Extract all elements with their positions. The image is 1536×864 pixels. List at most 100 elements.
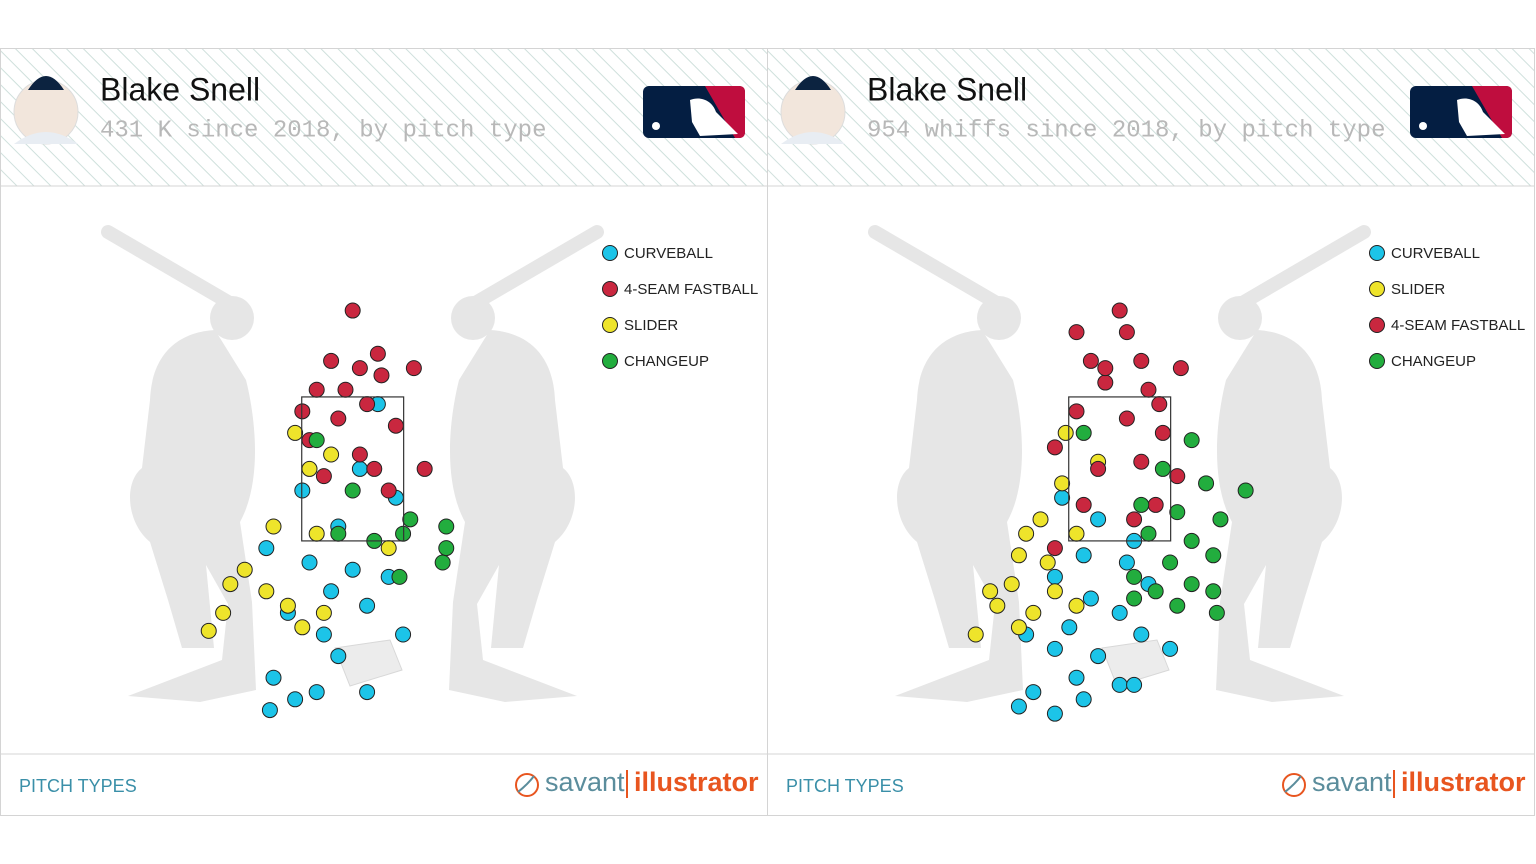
savant-icon-seam — [1284, 775, 1302, 793]
pitch-dot — [438, 540, 455, 557]
pitch-dot — [222, 576, 239, 593]
savant-icon — [515, 773, 539, 797]
pitch-dot — [1075, 424, 1092, 441]
pitch-dot — [1046, 439, 1063, 456]
batter-body — [1216, 330, 1344, 702]
player-name: Blake Snell — [100, 71, 260, 107]
pitch-dot — [1162, 640, 1179, 657]
pitch-dot — [308, 381, 325, 398]
pitch-dot — [215, 604, 232, 621]
legend-swatch — [1369, 353, 1385, 369]
pitch-dot — [1133, 352, 1150, 369]
pitch-dot — [344, 302, 361, 319]
pitch-dot — [1068, 324, 1085, 341]
batter-head — [1218, 296, 1262, 340]
strike-zone — [301, 396, 405, 542]
pitch-dot — [308, 684, 325, 701]
mlb-logo-ball — [652, 122, 660, 130]
pitch-dot — [1075, 547, 1092, 564]
cap — [28, 76, 64, 90]
pitch-dot — [1090, 511, 1107, 528]
pitch-dot — [1133, 496, 1150, 513]
pitch-dot — [1151, 396, 1168, 413]
mlb-logo-red — [705, 86, 745, 138]
pitch-dot — [1111, 676, 1128, 693]
pitch-dot — [1003, 576, 1020, 593]
pitch-dot — [344, 561, 361, 578]
pitch-dot — [1075, 691, 1092, 708]
pitch-dot — [1046, 583, 1063, 600]
pitch-dot — [405, 360, 422, 377]
batter-body — [895, 330, 1023, 702]
legend-swatch — [1369, 317, 1385, 333]
pitch-dot — [1061, 619, 1078, 636]
pitch-dot — [1118, 324, 1135, 341]
footer-label: PITCH TYPES — [19, 776, 137, 796]
pitch-dot — [323, 583, 340, 600]
pitch-dot — [1046, 705, 1063, 722]
pitch-dot — [287, 424, 304, 441]
bat — [470, 225, 604, 309]
legend-label: 4-SEAM FASTBALL — [1391, 317, 1525, 334]
pitch-dot — [315, 468, 332, 485]
pitch-dot — [1010, 619, 1027, 636]
mirror-batter — [449, 225, 604, 702]
panel: Blake Snell 954 whiffs since 2018, by pit… — [767, 48, 1535, 816]
pitch-dot — [1018, 525, 1035, 542]
pitch-dot — [351, 460, 368, 477]
pitch-dot — [373, 367, 390, 384]
mlb-logo-red — [1472, 86, 1512, 138]
pitch-dot — [1039, 554, 1056, 571]
pitch-dot — [395, 626, 412, 643]
pitch-dot — [1054, 489, 1071, 506]
legend-label: SLIDER — [1391, 281, 1445, 298]
batter-head — [210, 296, 254, 340]
brand-savant: savant — [545, 767, 625, 797]
pitch-dot — [989, 597, 1006, 614]
pitch-dot — [265, 669, 282, 686]
pitch-dot — [366, 460, 383, 477]
legend-label: CHANGEUP — [624, 353, 709, 370]
pitch-dot — [315, 626, 332, 643]
pitch-dot — [369, 345, 386, 362]
pitch-dot — [1208, 604, 1225, 621]
legend-label: CHANGEUP — [1391, 353, 1476, 370]
pitch-dot — [265, 518, 282, 535]
legend-swatch — [602, 245, 618, 261]
legend-label: CURVEBALL — [1391, 245, 1480, 262]
pitch-dot — [438, 518, 455, 535]
batter-body — [128, 330, 256, 702]
pitch-dot — [1205, 583, 1222, 600]
mlb-logo-figure — [690, 98, 738, 136]
home-plate — [334, 639, 403, 687]
legend-swatch — [602, 353, 618, 369]
pitch-dot — [380, 482, 397, 499]
pitch-dot — [1169, 597, 1186, 614]
pitch-dot — [1111, 604, 1128, 621]
pitch-dot — [1140, 381, 1157, 398]
pitch-dot — [1068, 525, 1085, 542]
header-band — [768, 49, 1534, 186]
cap — [795, 76, 831, 90]
pitch-dot — [1126, 590, 1143, 607]
pitch-dot — [434, 554, 451, 571]
mlb-logo-ball — [1419, 122, 1427, 130]
jersey — [781, 132, 845, 144]
pitch-dot — [1205, 547, 1222, 564]
pitch-dot — [359, 684, 376, 701]
pitch-dot — [323, 352, 340, 369]
batter-head — [451, 296, 495, 340]
pitch-dot — [1118, 554, 1135, 571]
pitch-dot — [301, 554, 318, 571]
pitch-dot — [261, 702, 278, 719]
pitch-dot — [1198, 475, 1215, 492]
pitch-dot — [1057, 424, 1074, 441]
pitch-dot — [1068, 597, 1085, 614]
pitch-dot — [1010, 547, 1027, 564]
header-band — [1, 49, 767, 186]
legend-label: CURVEBALL — [624, 245, 713, 262]
pitch-dot — [1154, 460, 1171, 477]
footer-label: PITCH TYPES — [786, 776, 904, 796]
pitch-dot — [258, 583, 275, 600]
pitch-dot — [301, 460, 318, 477]
